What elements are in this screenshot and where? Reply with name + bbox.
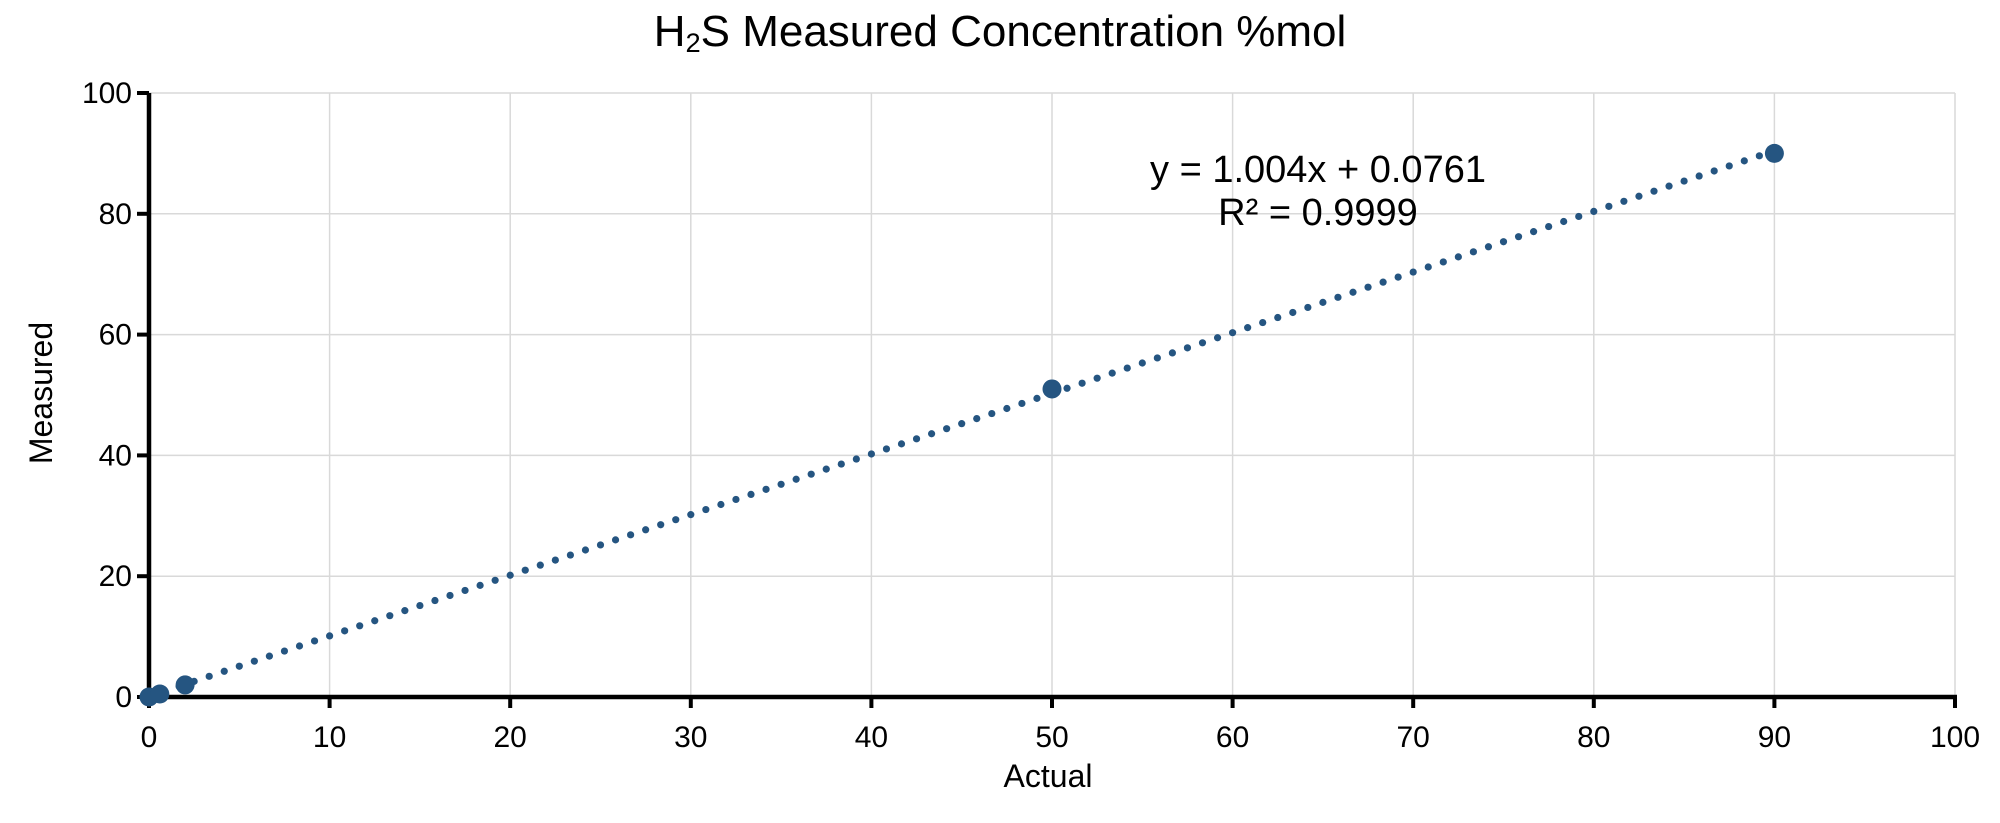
y-axis-title: Measured (23, 321, 59, 465)
tick-marks (137, 91, 1957, 708)
trendline-annotation: y = 1.004x + 0.0761 R² = 0.9999 (1018, 149, 1618, 235)
x-tick-labels: 0 10 20 30 40 50 60 70 80 90 100 (141, 721, 1980, 754)
data-point-marker (175, 675, 195, 695)
gridlines (148, 92, 1956, 698)
data-point-marker (150, 684, 170, 704)
svg-text:60: 60 (99, 319, 132, 352)
chart-title-suffix: S Measured Concentration %mol (700, 7, 1347, 56)
trendline-dotted (145, 147, 1778, 701)
chart-title-prefix: H (653, 7, 686, 56)
data-point-marker (1764, 143, 1784, 163)
svg-text:90: 90 (1758, 721, 1791, 754)
y-tick-labels: 0 20 40 60 80 100 (82, 77, 132, 714)
svg-text:80: 80 (1577, 721, 1610, 754)
svg-text:100: 100 (1930, 721, 1980, 754)
svg-text:80: 80 (99, 198, 132, 231)
svg-text:10: 10 (313, 721, 346, 754)
svg-text:40: 40 (99, 439, 132, 472)
svg-text:20: 20 (99, 560, 132, 593)
svg-text:60: 60 (1216, 721, 1249, 754)
r-squared-label: R² = 0.9999 (1218, 192, 1418, 234)
svg-text:20: 20 (494, 721, 527, 754)
data-points (139, 143, 1784, 707)
svg-text:100: 100 (82, 77, 132, 110)
svg-text:0: 0 (141, 721, 158, 754)
svg-text:0: 0 (115, 681, 132, 714)
svg-text:70: 70 (1397, 721, 1430, 754)
x-axis-title: Actual (1003, 758, 1093, 794)
chart-title: H2S Measured Concentration %mol (0, 6, 2000, 69)
chart-title-subscript: 2 (685, 27, 701, 58)
svg-text:50: 50 (1035, 721, 1068, 754)
svg-text:40: 40 (855, 721, 888, 754)
trendline-equation-label: y = 1.004x + 0.0761 (1150, 149, 1486, 191)
svg-text:30: 30 (674, 721, 707, 754)
data-point-marker (1042, 379, 1062, 399)
